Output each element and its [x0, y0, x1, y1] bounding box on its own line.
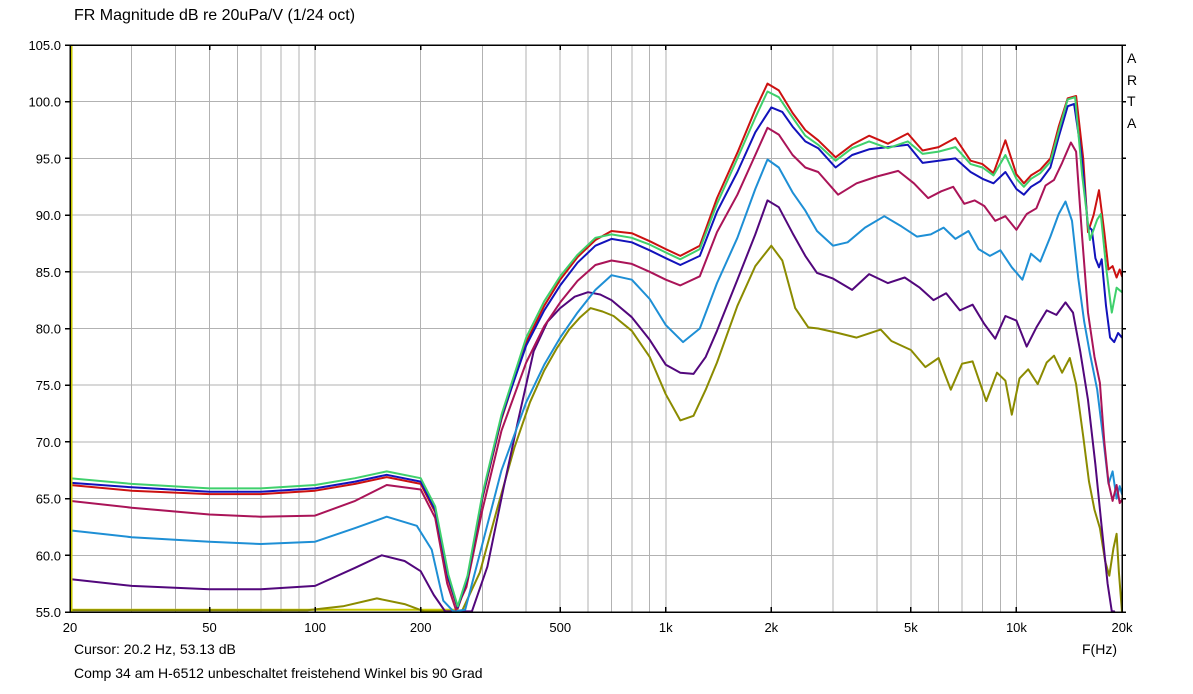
- y-tick-label: 100.0: [28, 95, 61, 110]
- fr-curve-purple: [70, 199, 1116, 612]
- x-tick-label: 100: [304, 620, 326, 635]
- y-tick-label: 75.0: [36, 378, 61, 393]
- x-tick-label: 50: [202, 620, 216, 635]
- fr-curve-blue: [70, 103, 1122, 609]
- y-tick-label: 60.0: [36, 548, 61, 563]
- y-tick-label: 85.0: [36, 265, 61, 280]
- x-tick-label: 500: [549, 620, 571, 635]
- y-tick-label: 95.0: [36, 151, 61, 166]
- x-tick-label: 200: [410, 620, 432, 635]
- x-axis-title: F(Hz): [1082, 641, 1117, 657]
- y-tick-label: 105.0: [28, 38, 61, 53]
- y-tick-label: 65.0: [36, 492, 61, 507]
- cursor-readout: Cursor: 20.2 Hz, 53.13 dB: [74, 641, 236, 657]
- x-tick-label: 2k: [764, 620, 778, 635]
- y-tick-label: 80.0: [36, 322, 61, 337]
- y-tick-label: 90.0: [36, 208, 61, 223]
- x-tick-label: 5k: [904, 620, 918, 635]
- y-tick-label: 55.0: [36, 605, 61, 620]
- chart-caption: Comp 34 am H-6512 unbeschaltet freistehe…: [74, 665, 483, 681]
- fr-curve-crimson: [70, 126, 1122, 611]
- x-tick-label: 10k: [1006, 620, 1027, 635]
- x-tick-label: 20: [63, 620, 77, 635]
- fr-curve-lightblue: [70, 158, 1122, 612]
- chart-title: FR Magnitude dB re 20uPa/V (1/24 oct): [74, 7, 356, 24]
- fr-curve-green: [70, 90, 1122, 608]
- x-tick-label: 1k: [659, 620, 673, 635]
- fr-curve-olive: [70, 244, 1122, 612]
- fr-curve-red: [70, 82, 1122, 610]
- arta-logo: A R T A: [1127, 50, 1138, 132]
- y-tick-label: 70.0: [36, 435, 61, 450]
- x-tick-label: 20k: [1112, 620, 1133, 635]
